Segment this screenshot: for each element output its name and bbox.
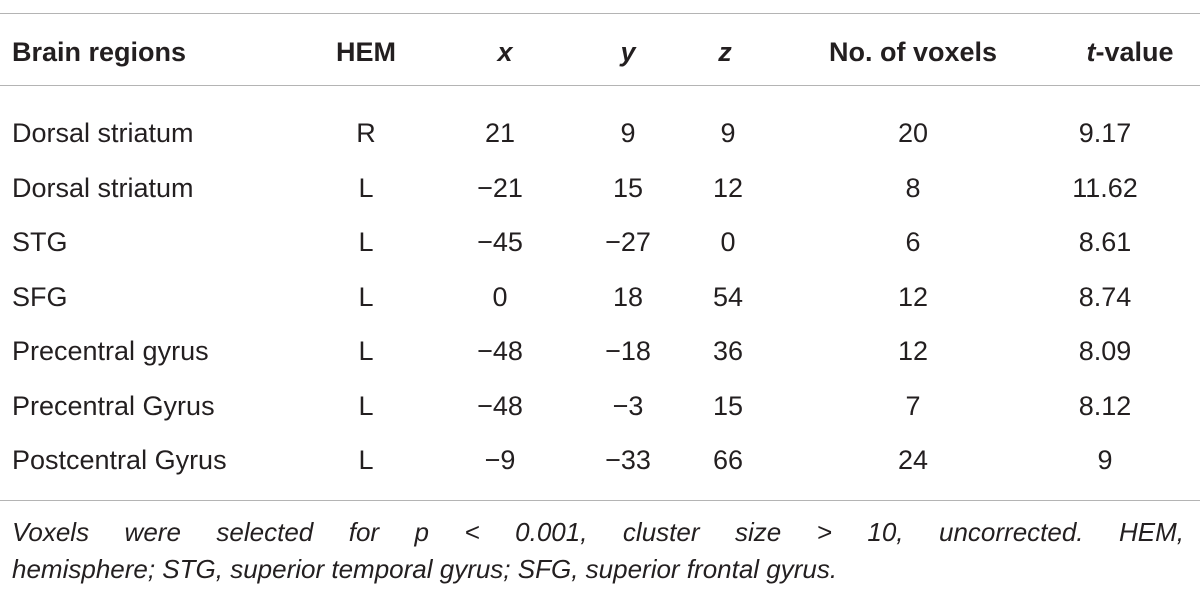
region-cell: STG xyxy=(12,227,68,257)
region-cell: Precentral gyrus xyxy=(12,336,209,366)
table-cell: 15 xyxy=(712,390,744,421)
footnote: hemisphere; STG, superior temporal gyrus… xyxy=(12,554,838,584)
column-header: HEM xyxy=(336,37,396,67)
column-header: Brain regions xyxy=(12,37,187,67)
header-rule xyxy=(0,85,1200,86)
table-cell: 12 xyxy=(712,172,744,203)
table-cell: L xyxy=(358,281,374,312)
table-cell: 9.17 xyxy=(1078,118,1132,148)
top-rule xyxy=(0,13,1200,14)
table-cell: 21 xyxy=(484,118,516,148)
table-cell: 11.62 xyxy=(1072,172,1138,203)
table-cell: −18 xyxy=(605,336,651,366)
table-cell: 8.74 xyxy=(1078,281,1132,312)
table-cell: −27 xyxy=(605,227,651,257)
footnote: Voxels were selected for p < 0.001, clus… xyxy=(12,517,1184,547)
table-cell: 66 xyxy=(712,445,744,475)
table-cell: L xyxy=(358,227,374,257)
table-cell: −33 xyxy=(605,445,651,475)
table-cell: 54 xyxy=(712,281,744,312)
table-cell: 8.12 xyxy=(1078,390,1132,421)
column-header: No. of voxels xyxy=(828,37,998,67)
region-cell: Postcentral Gyrus xyxy=(12,445,227,475)
region-cell: Dorsal striatum xyxy=(12,118,194,148)
table-cell: 20 xyxy=(897,118,929,148)
region-cell: Precentral Gyrus xyxy=(12,390,215,421)
column-header: y xyxy=(620,37,636,67)
table-cell: L xyxy=(358,336,374,366)
table-cell: 8 xyxy=(905,172,921,203)
table-cell: 9 xyxy=(720,118,736,148)
region-cell: Dorsal striatum xyxy=(12,172,194,203)
table-cell: −9 xyxy=(484,445,516,475)
table-cell: 12 xyxy=(897,281,929,312)
bottom-rule xyxy=(0,500,1200,501)
column-header: t-value xyxy=(1086,36,1173,68)
table-cell: −45 xyxy=(477,227,523,257)
table-cell: −48 xyxy=(477,390,523,421)
table-cell: 0 xyxy=(720,227,736,257)
table-cell: 18 xyxy=(612,281,644,312)
region-cell: SFG xyxy=(12,281,68,312)
table-cell: 0 xyxy=(492,281,508,312)
table-cell: −21 xyxy=(477,172,523,203)
table-cell: 8.09 xyxy=(1078,336,1132,366)
column-header-text: -value xyxy=(1095,37,1174,67)
table-cell: 8.61 xyxy=(1078,227,1132,257)
table-cell: 6 xyxy=(905,227,921,257)
column-header: x xyxy=(497,37,513,67)
table-cell: 12 xyxy=(897,336,929,366)
table-cell: 15 xyxy=(612,172,644,203)
table-cell: 9 xyxy=(620,118,636,148)
table-cell: 24 xyxy=(897,445,929,475)
table-cell: 7 xyxy=(905,390,921,421)
column-header: z xyxy=(718,37,732,67)
table-cell: 9 xyxy=(1097,445,1113,475)
table-cell: L xyxy=(358,390,374,421)
table-cell: 36 xyxy=(712,336,744,366)
table-cell: L xyxy=(358,172,374,203)
table-cell: L xyxy=(358,445,374,475)
table-cell: −48 xyxy=(477,336,523,366)
column-header-italic: t xyxy=(1086,37,1096,67)
table-cell: R xyxy=(356,118,376,148)
table-cell: −3 xyxy=(612,390,644,421)
